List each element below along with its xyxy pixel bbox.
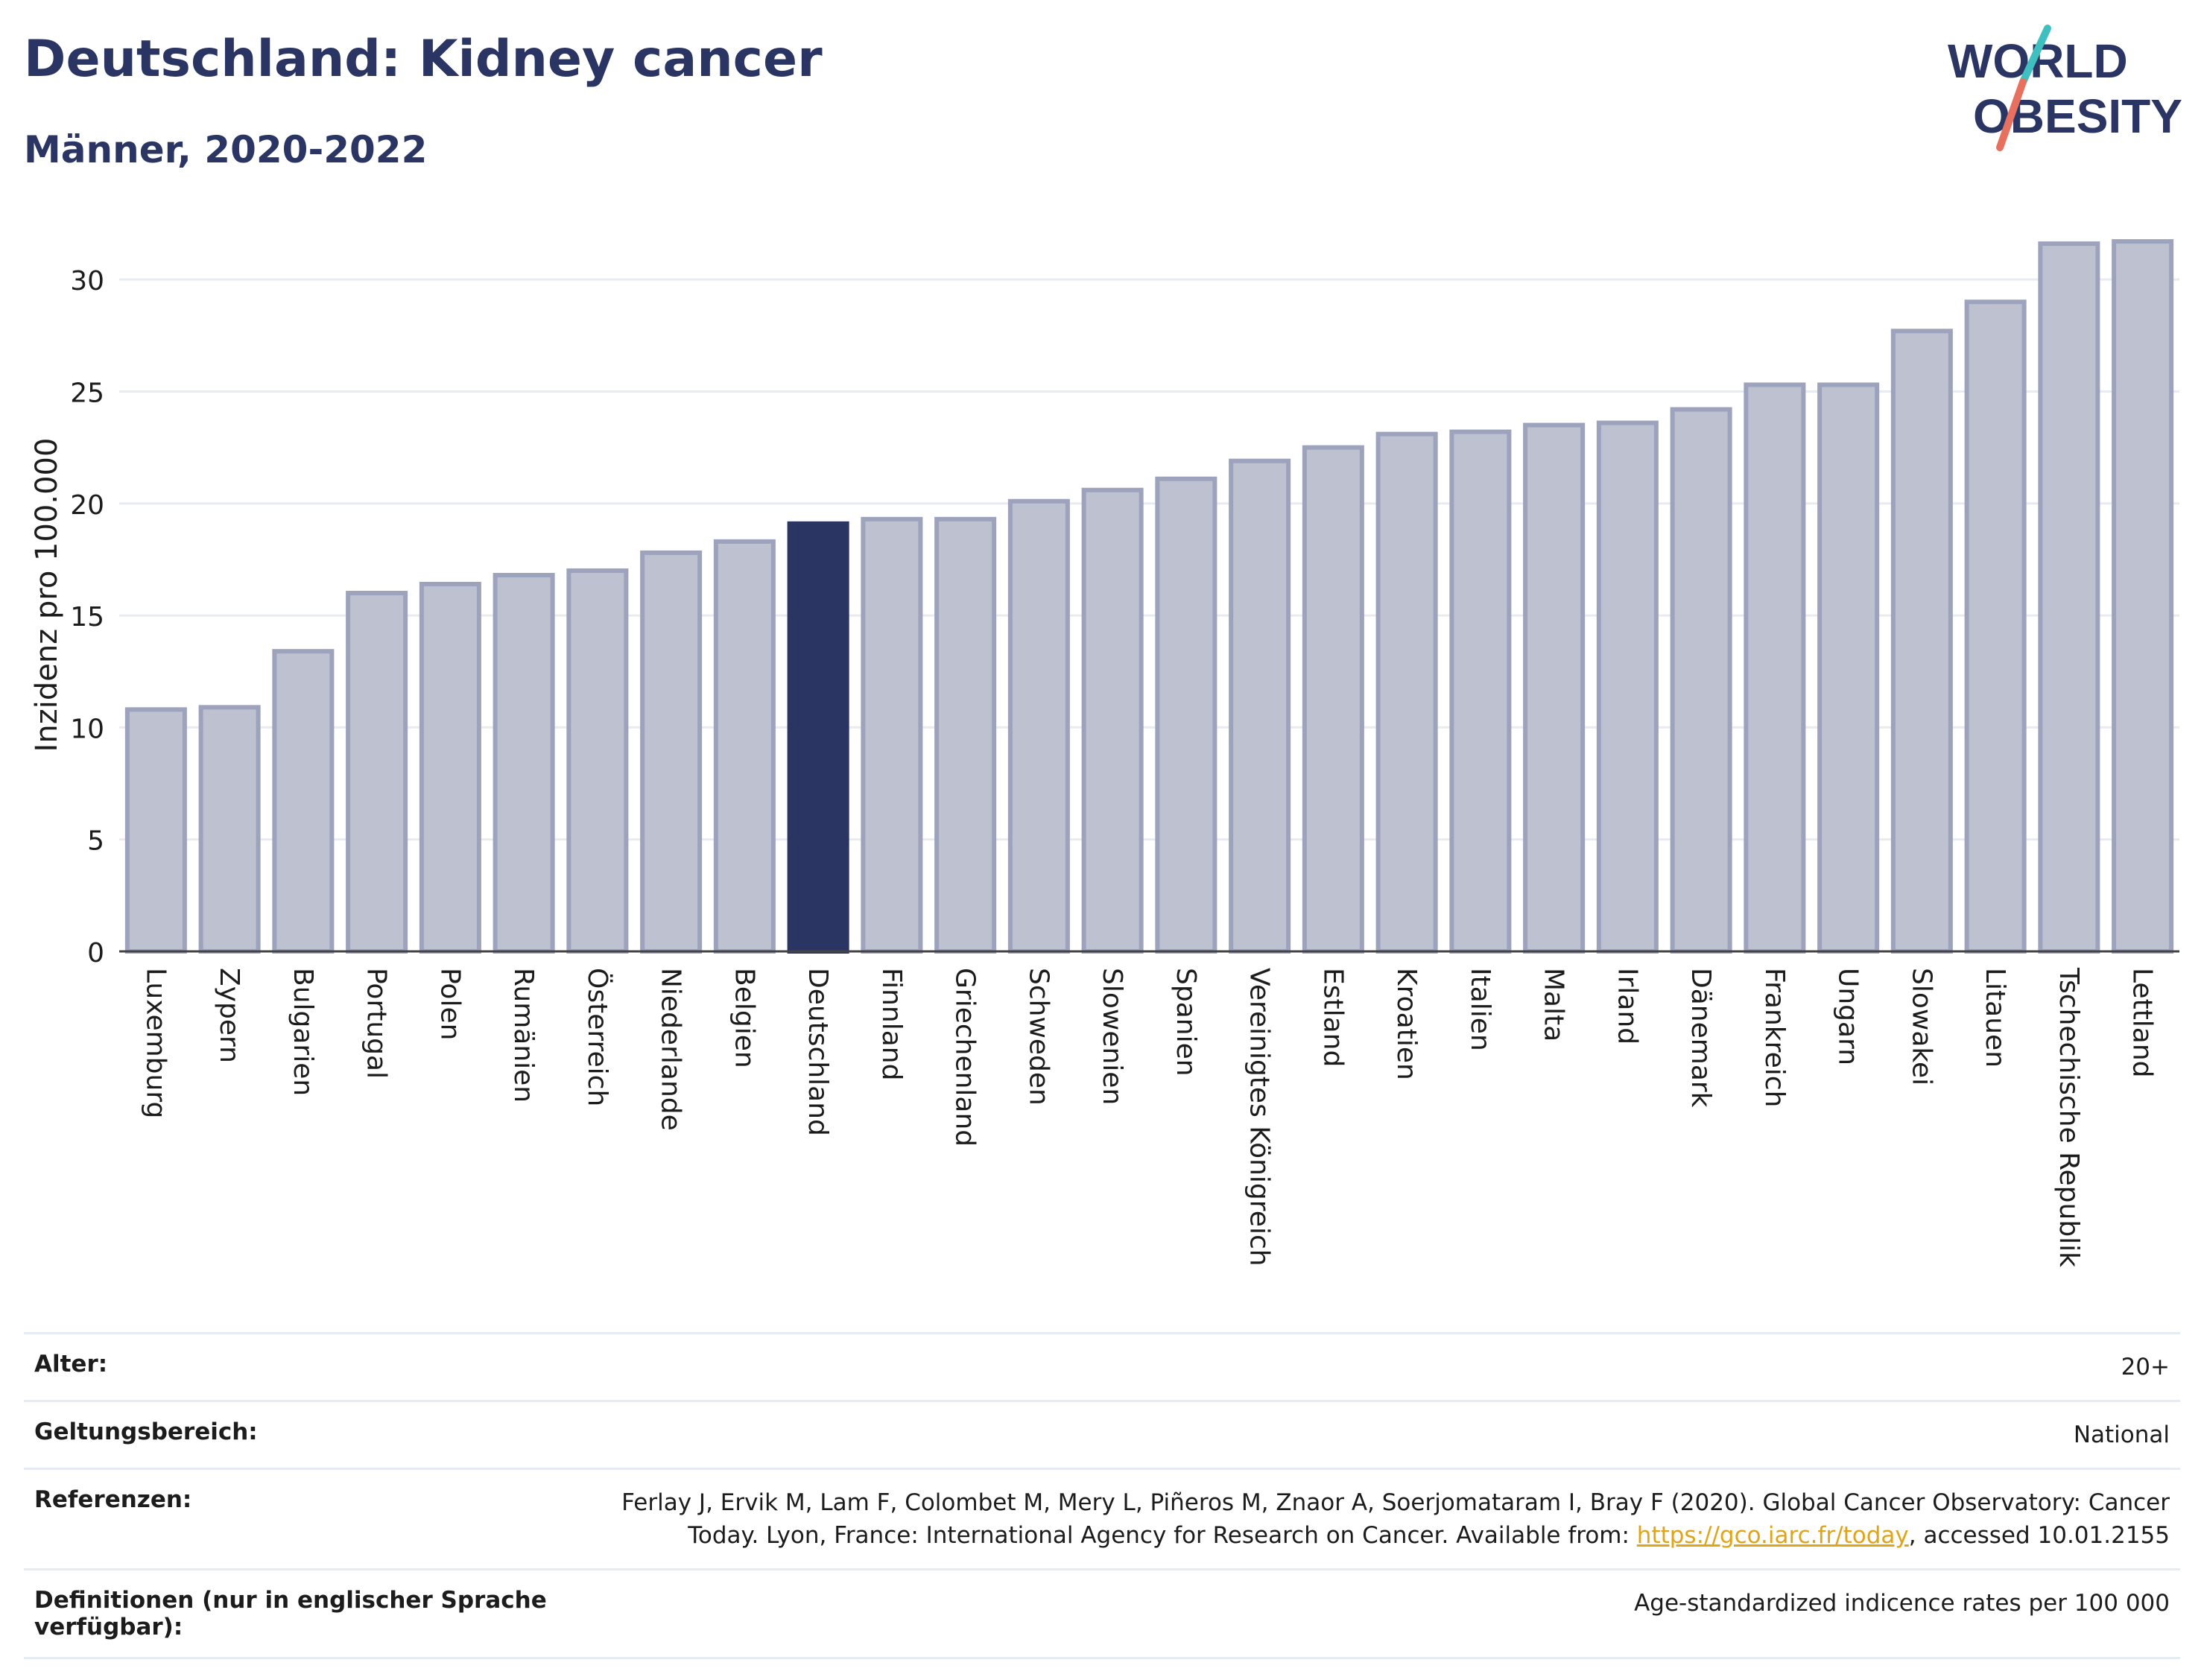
x-tick-label: Zypern [214, 968, 244, 1063]
bar-portugal [346, 591, 408, 954]
x-tick-label: Polen [434, 968, 465, 1040]
logo-slash-teal [2019, 25, 2051, 86]
y-axis-label: Inzidenz pro 100.000 [30, 438, 64, 752]
x-tick-label: Litauen [1980, 968, 2010, 1068]
bar-griechenland [934, 516, 997, 954]
info-label: Referenzen: [24, 1468, 581, 1570]
info-value: 20+ [581, 1332, 2180, 1401]
bar-slowakei [1890, 329, 1953, 954]
bar-tschechische-republik [2038, 241, 2100, 954]
y-tick-label: 30 [70, 266, 104, 297]
bar-estland [1302, 445, 1364, 954]
bar-slowenien [1081, 487, 1144, 954]
y-tick-label: 10 [70, 714, 104, 744]
x-tick-label: Dänemark [1685, 968, 1716, 1108]
chart-title: Deutschland: Kidney cancer [24, 30, 823, 89]
x-tick-label: Bulgarien [288, 968, 318, 1096]
reference-accessed: , accessed 10.01.2155 [1908, 1522, 2170, 1549]
bar-malta [1523, 422, 1586, 954]
bar-italien [1449, 429, 1512, 954]
bar-dänemark [1670, 407, 1732, 954]
y-tick-label: 0 [87, 938, 104, 969]
info-label: Geltungsbereich: [24, 1400, 581, 1469]
chart-subtitle: Männer, 2020-2022 [24, 128, 428, 171]
bar-kroatien [1375, 431, 1438, 954]
info-table: Alter: 20+ Geltungsbereich: National Ref… [24, 1332, 2180, 1659]
world-obesity-logo: WORLD OBESITY [1948, 25, 2182, 151]
bars [124, 239, 2174, 954]
bar-luxemburg [124, 707, 187, 954]
y-tick-label: 5 [87, 826, 104, 857]
x-tick-label: Deutschland [802, 968, 833, 1136]
x-tick-label: Finnland [876, 968, 907, 1080]
logo-slash-coral [1996, 78, 2027, 151]
x-tick-label: Malta [1539, 968, 1569, 1042]
y-axis-ticks: 0 5 10 15 20 25 30 [70, 266, 104, 969]
x-tick-label: Ungarn [1833, 968, 1863, 1065]
x-tick-label: Italien [1465, 968, 1495, 1051]
x-tick-label: Slowakei [1906, 968, 1937, 1085]
bar-bulgarien [272, 649, 335, 954]
bar-niederlande [640, 550, 703, 954]
x-tick-label: Tschechische Republik [2053, 967, 2084, 1267]
bar-spanien [1155, 476, 1217, 954]
x-tick-label: Irland [1612, 968, 1642, 1045]
bar-finnland [861, 516, 923, 954]
x-tick-label: Frankreich [1759, 968, 1790, 1107]
bar-polen [419, 581, 481, 954]
info-label: Definitionen (nur in englischer Sprache … [24, 1568, 581, 1659]
reference-link[interactable]: https://gco.iarc.fr/today [1636, 1522, 1909, 1549]
x-axis-labels: Luxemburg Zypern Bulgarien Portugal Polen Rum… [140, 967, 2157, 1267]
x-tick-label: Schweden [1023, 968, 1054, 1106]
info-value: National [581, 1400, 2180, 1469]
x-tick-label: Niederlande [656, 968, 686, 1131]
x-tick-label: Vereinigtes Königreich [1244, 968, 1275, 1267]
info-row-scope: Geltungsbereich: National [24, 1400, 2180, 1469]
bar-österreich [566, 568, 629, 954]
bar-deutschland [787, 521, 849, 954]
y-tick-label: 25 [70, 378, 104, 408]
x-tick-label: Kroatien [1391, 968, 1422, 1080]
bar-zypern [198, 705, 261, 954]
bar-frankreich [1744, 382, 1806, 954]
bar-ungarn [1817, 382, 1880, 954]
bar-schweden [1007, 498, 1070, 954]
x-tick-label: Portugal [361, 968, 392, 1079]
reference-text: Ferlay J, Ervik M, Lam F, Colombet M, Me… [621, 1489, 2170, 1549]
x-tick-label: Slowenien [1097, 968, 1127, 1105]
bar-lettland [2112, 239, 2174, 954]
bar-belgien [713, 539, 776, 954]
bar-vereinigtes-königreich [1229, 458, 1291, 954]
info-value: Age-standardized indicence rates per 100… [581, 1568, 2180, 1659]
info-row-references: Referenzen: Ferlay J, Ervik M, Lam F, Co… [24, 1468, 2180, 1570]
bar-litauen [1964, 299, 2027, 954]
bar-rumänien [493, 572, 555, 954]
x-tick-label: Österreich [582, 968, 613, 1106]
y-tick-label: 20 [70, 490, 104, 521]
x-tick-label: Spanien [1171, 968, 1201, 1077]
bar-irland [1596, 420, 1659, 954]
x-tick-label: Griechenland [950, 968, 981, 1147]
info-value: Ferlay J, Ervik M, Lam F, Colombet M, Me… [581, 1468, 2180, 1570]
x-tick-label: Estland [1317, 968, 1348, 1067]
x-tick-label: Rumänien [508, 968, 539, 1103]
y-tick-label: 15 [70, 602, 104, 633]
info-row-age: Alter: 20+ [24, 1332, 2180, 1401]
x-tick-label: Luxemburg [140, 968, 171, 1118]
bar-chart: 0 5 10 15 20 25 30 Luxemburg Zypern Bulgarien Por… [30, 239, 2179, 1267]
info-label: Alter: [24, 1332, 581, 1401]
x-tick-label: Lettland [2127, 968, 2158, 1078]
x-tick-label: Belgien [729, 968, 759, 1068]
info-row-definitions: Definitionen (nur in englischer Sprache … [24, 1568, 2180, 1659]
